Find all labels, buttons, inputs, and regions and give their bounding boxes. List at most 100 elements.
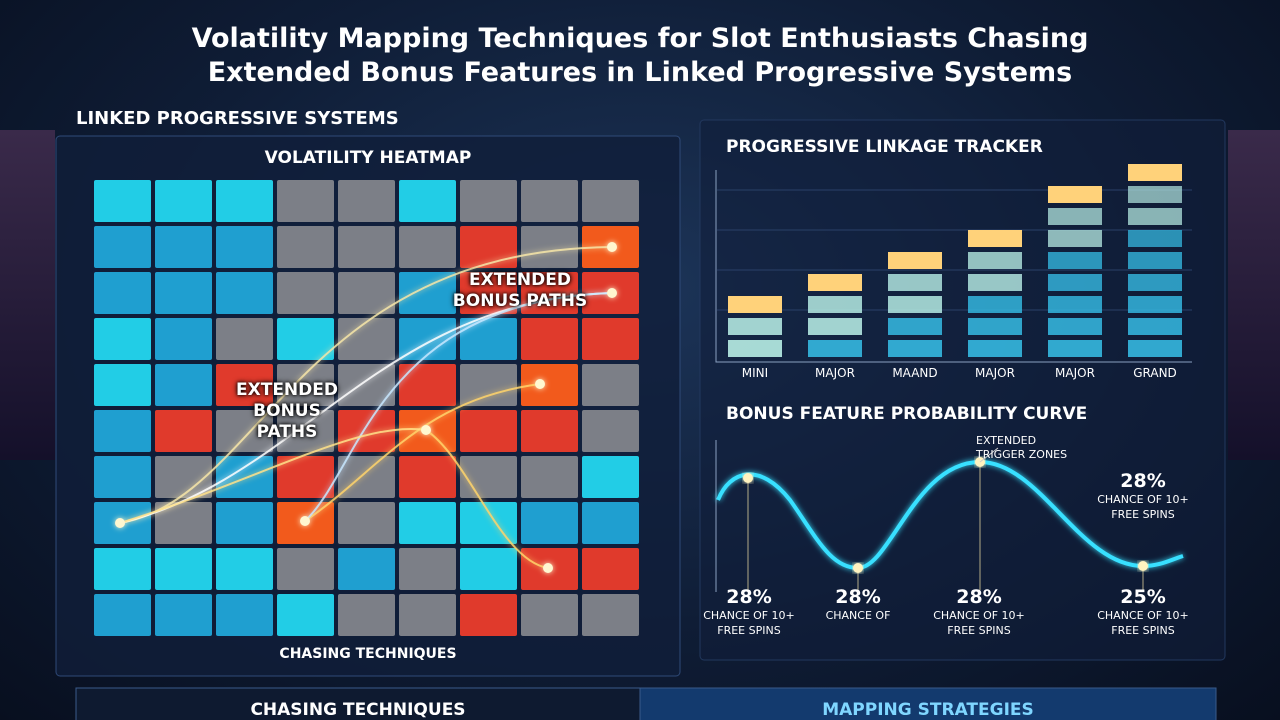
heatmap-cell bbox=[277, 318, 334, 360]
heatmap-cell bbox=[521, 410, 578, 452]
heatmap-cell bbox=[338, 364, 395, 406]
heatmap-cell bbox=[338, 456, 395, 498]
tracker-segment bbox=[1048, 340, 1102, 357]
heatmap-cell bbox=[277, 456, 334, 498]
heatmap-cell bbox=[399, 272, 456, 314]
heatmap-cell bbox=[338, 502, 395, 544]
heatmap-cell bbox=[216, 410, 273, 452]
heatmap-cell bbox=[338, 272, 395, 314]
tracker-label: MAAND bbox=[892, 366, 938, 380]
tracker-segment bbox=[1128, 340, 1182, 357]
heatmap-cell bbox=[155, 180, 212, 222]
tracker-segment bbox=[1048, 186, 1102, 203]
heatmap-cell bbox=[94, 548, 151, 590]
panel-footer: CHASING TECHNIQUES bbox=[279, 646, 457, 662]
tracker-segment bbox=[968, 230, 1022, 247]
tracker-segment bbox=[1128, 274, 1182, 291]
page-title: Volatility Mapping Techniques for Slot E… bbox=[191, 23, 1089, 88]
heatmap-cell bbox=[460, 502, 517, 544]
bonus-path bbox=[304, 292, 613, 522]
heatmap-cell bbox=[582, 594, 639, 636]
callout-text: CHANCE OF 10+ FREE SPINS bbox=[703, 609, 795, 637]
tab-label[interactable]: CHASING TECHNIQUES bbox=[250, 700, 466, 720]
callout: 28% CHANCE OF 10+ FREE SPINS bbox=[1083, 470, 1203, 522]
tab-label[interactable]: MAPPING STRATEGIES bbox=[822, 700, 1034, 720]
tracker-segment bbox=[1048, 252, 1102, 269]
heatmap-cell bbox=[216, 548, 273, 590]
tracker-segment bbox=[1048, 318, 1102, 335]
heatmap-cell bbox=[216, 456, 273, 498]
heatmap-cell bbox=[399, 318, 456, 360]
tracker-segment bbox=[1048, 230, 1102, 247]
bonus-path bbox=[304, 383, 541, 522]
callout-value: 28% bbox=[956, 586, 1002, 608]
annotation: EXTENDED BONUS PATHS bbox=[236, 380, 338, 442]
heatmap-cell bbox=[399, 594, 456, 636]
tracker-segment bbox=[1128, 318, 1182, 335]
heatmap-cell bbox=[521, 318, 578, 360]
curve-node bbox=[1138, 561, 1148, 571]
annotation: EXTENDED BONUS PATHS bbox=[452, 270, 588, 311]
heatmap-cell bbox=[94, 410, 151, 452]
heatmap-cell bbox=[155, 318, 212, 360]
path-node bbox=[607, 288, 617, 298]
heatmap-cell bbox=[460, 364, 517, 406]
heatmap-cell bbox=[277, 410, 334, 452]
panel-title: VOLATILITY HEATMAP bbox=[264, 148, 472, 168]
tab[interactable] bbox=[75, 687, 641, 720]
axis bbox=[715, 170, 1192, 363]
heatmap-cell bbox=[94, 594, 151, 636]
heatmap-cell bbox=[155, 502, 212, 544]
tracker-segment bbox=[888, 296, 942, 313]
curve-node bbox=[743, 473, 753, 483]
heatmap-cell bbox=[460, 180, 517, 222]
slot-machine bbox=[1228, 130, 1280, 460]
callout: 28% CHANCE OF 10+ FREE SPINS bbox=[919, 586, 1039, 638]
heatmap-cell bbox=[277, 180, 334, 222]
heatmap-cell bbox=[338, 410, 395, 452]
tracker-label: MAJOR bbox=[1055, 366, 1095, 380]
path-node bbox=[300, 516, 310, 526]
tracker-segment bbox=[728, 318, 782, 335]
heatmap-cell bbox=[582, 502, 639, 544]
callout: 28% CHANCE OF 10+ FREE SPINS bbox=[689, 586, 809, 638]
tracker-segment bbox=[968, 274, 1022, 291]
heatmap-cell bbox=[216, 180, 273, 222]
heatmap-cell bbox=[338, 318, 395, 360]
tracker-segment bbox=[1128, 164, 1182, 181]
bonus-path bbox=[425, 429, 549, 569]
heatmap-cell bbox=[460, 272, 517, 314]
callout-text: CHANCE OF bbox=[825, 609, 891, 622]
heatmap-cell bbox=[155, 364, 212, 406]
heatmap-cell bbox=[277, 364, 334, 406]
heatmap-cell bbox=[216, 502, 273, 544]
heatmap-cell bbox=[399, 502, 456, 544]
path-node bbox=[543, 563, 553, 573]
tracker-segment bbox=[1128, 230, 1182, 247]
tracker-segment bbox=[728, 296, 782, 313]
tab[interactable] bbox=[639, 687, 1217, 720]
heatmap-cell bbox=[460, 226, 517, 268]
heatmap-cell bbox=[460, 318, 517, 360]
heatmap-cell bbox=[155, 272, 212, 314]
heatmap-cell bbox=[216, 318, 273, 360]
tracker-segment bbox=[888, 340, 942, 357]
heatmap-cell bbox=[521, 364, 578, 406]
heatmap-cell bbox=[399, 226, 456, 268]
callout-value: 28% bbox=[835, 586, 881, 608]
heatmap-cell bbox=[521, 594, 578, 636]
path-node bbox=[535, 379, 545, 389]
tracker-segment bbox=[968, 296, 1022, 313]
heatmap-cell bbox=[582, 318, 639, 360]
bonus-path bbox=[119, 427, 427, 524]
tracker-label: MAJOR bbox=[975, 366, 1015, 380]
heatmap-cell bbox=[94, 364, 151, 406]
path-node bbox=[421, 425, 431, 435]
heatmap-cell bbox=[216, 594, 273, 636]
tracker-segment bbox=[808, 318, 862, 335]
heatmap-cell bbox=[399, 548, 456, 590]
tracker-label: MINI bbox=[741, 366, 769, 380]
panel-title: BONUS FEATURE PROBABILITY CURVE bbox=[726, 404, 1088, 424]
tracker-segment bbox=[808, 340, 862, 357]
heatmap-cell bbox=[94, 272, 151, 314]
